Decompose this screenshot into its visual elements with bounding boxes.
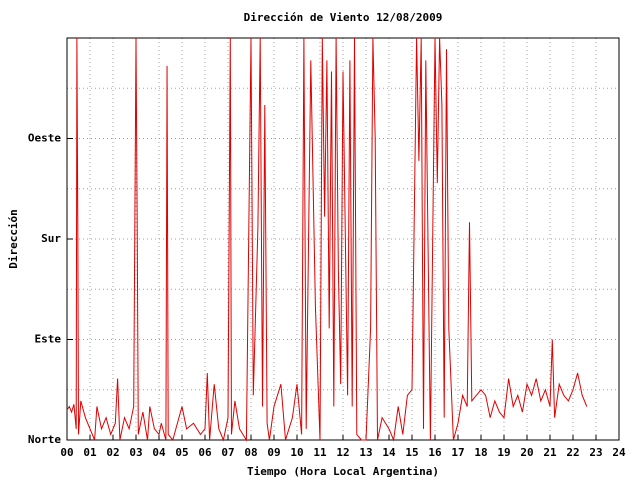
x-tick-label: 07: [221, 446, 234, 459]
x-tick-label: 15: [405, 446, 418, 459]
x-tick-label: 01: [83, 446, 97, 459]
y-tick-label: Oeste: [28, 132, 61, 145]
x-tick-label: 09: [267, 446, 280, 459]
x-tick-label: 04: [152, 446, 166, 459]
x-tick-label: 08: [244, 446, 257, 459]
x-tick-label: 06: [198, 446, 212, 459]
y-tick-label: Este: [35, 333, 62, 346]
x-tick-label: 16: [428, 446, 442, 459]
x-tick-label: 24: [612, 446, 626, 459]
x-tick-label: 11: [313, 446, 327, 459]
x-tick-label: 21: [543, 446, 557, 459]
x-tick-label: 22: [566, 446, 579, 459]
x-tick-label: 17: [451, 446, 464, 459]
x-tick-label: 00: [60, 446, 73, 459]
x-tick-label: 23: [589, 446, 602, 459]
y-tick-label: Norte: [28, 433, 61, 446]
x-tick-label: 05: [175, 446, 188, 459]
chart-title: Dirección de Viento 12/08/2009: [244, 11, 443, 24]
x-tick-label: 10: [290, 446, 303, 459]
x-tick-label: 20: [520, 446, 533, 459]
y-tick-label: Sur: [41, 232, 61, 245]
x-tick-label: 19: [497, 446, 510, 459]
x-tick-label: 02: [106, 446, 119, 459]
y-axis-label: Dirección: [7, 209, 20, 269]
plot-border: [66, 37, 620, 441]
x-tick-label: 03: [129, 446, 142, 459]
x-tick-label: 13: [359, 446, 372, 459]
x-tick-label: 18: [474, 446, 487, 459]
x-axis-label: Tiempo (Hora Local Argentina): [247, 465, 439, 478]
x-tick-label: 12: [336, 446, 349, 459]
data-line: [66, 37, 588, 442]
x-tick-label: 14: [382, 446, 396, 459]
